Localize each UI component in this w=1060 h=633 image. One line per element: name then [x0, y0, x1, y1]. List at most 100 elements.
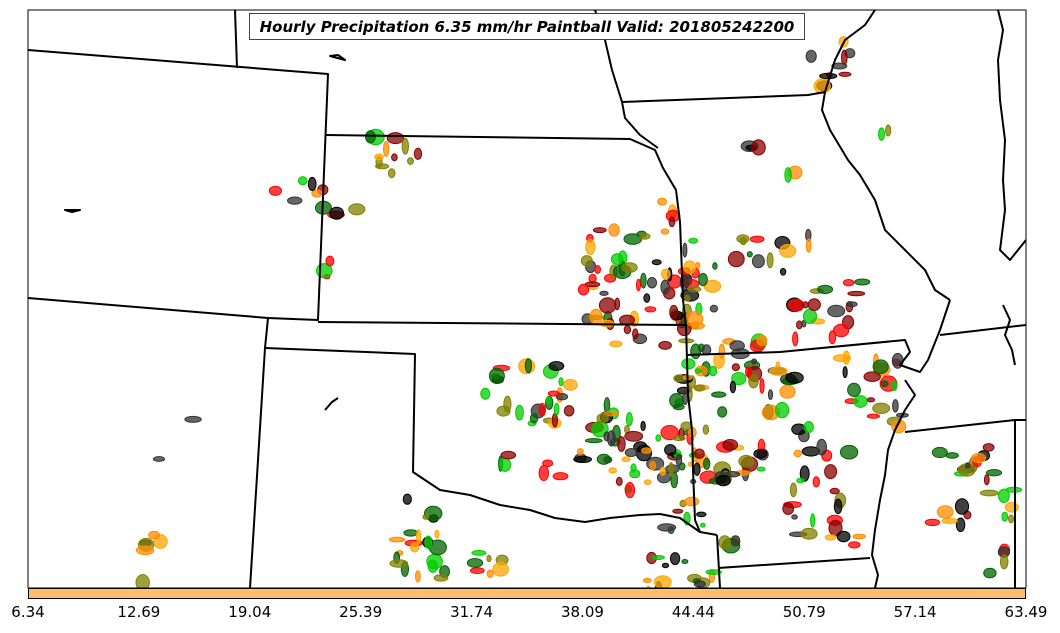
precip-blob: [699, 522, 706, 528]
precip-blob: [391, 153, 398, 162]
precip-blob: [709, 304, 719, 313]
precip-blob: [767, 389, 774, 400]
precip-blob: [924, 518, 941, 527]
precip-blob: [409, 542, 420, 553]
precip-blob: [669, 304, 679, 320]
precip-blob: [496, 405, 511, 417]
precip-blob: [660, 279, 670, 295]
precip-blob: [872, 359, 889, 375]
precip-blob: [802, 301, 809, 309]
precip-blob: [653, 575, 672, 588]
precip-blob: [592, 227, 607, 234]
precip-blob: [383, 140, 390, 158]
precip-blob: [644, 306, 657, 313]
precip-blob: [639, 232, 651, 240]
precip-blob: [1005, 486, 1023, 493]
precip-blob: [985, 469, 1003, 477]
precip-blob: [152, 456, 166, 462]
precip-blob: [480, 387, 491, 400]
colorbar-tick-label: 38.09: [560, 603, 604, 621]
precip-blob: [694, 368, 702, 374]
precip-blob: [748, 374, 759, 389]
precip-blob: [791, 514, 798, 520]
colorbar-tick-label: 44.44: [671, 603, 715, 621]
precip-blob: [386, 132, 405, 145]
precip-blob: [718, 343, 726, 359]
precip-blob: [585, 239, 596, 255]
precip-blob: [696, 511, 707, 518]
precip-blob: [389, 559, 409, 568]
precip-blob: [558, 377, 564, 387]
precip-blob: [694, 448, 705, 459]
precip-blob: [1004, 502, 1019, 513]
precip-blob: [415, 570, 421, 583]
precip-blob: [416, 529, 422, 544]
precip-blob: [640, 420, 646, 432]
precip-blob: [649, 460, 657, 471]
precip-blob: [658, 340, 672, 350]
precip-blob: [841, 49, 848, 66]
precip-blob: [657, 197, 668, 206]
precip-blob: [387, 168, 396, 179]
precip-blob: [608, 223, 620, 237]
precip-blob: [643, 479, 652, 486]
precip-blob: [576, 448, 584, 456]
precip-blob: [610, 253, 624, 266]
precipitation-blobs: [135, 36, 1023, 588]
illinois-border: [821, 91, 951, 301]
precip-blob: [655, 434, 662, 442]
precip-blob: [687, 286, 702, 293]
precip-blob: [135, 574, 150, 588]
precip-blob: [885, 124, 892, 137]
precip-blob: [853, 395, 868, 408]
precip-blob: [724, 471, 741, 478]
precip-blob: [756, 334, 768, 347]
colorbar: [28, 588, 1026, 599]
precip-blob: [466, 558, 484, 568]
precip-blob: [847, 290, 866, 297]
precip-blob: [573, 455, 592, 463]
precip-blob: [805, 49, 817, 63]
precip-blob: [1008, 514, 1015, 524]
precip-blob: [577, 283, 590, 296]
precip-blob: [711, 391, 727, 398]
precip-blob: [548, 361, 565, 371]
precip-blob: [746, 251, 753, 258]
precip-blob: [803, 421, 814, 433]
precip-blob: [538, 402, 546, 417]
precip-blob: [545, 396, 552, 405]
precip-blob: [802, 308, 818, 324]
precip-blob: [847, 382, 861, 397]
precip-blob: [584, 438, 603, 444]
precip-blob: [936, 505, 954, 519]
precip-blob: [329, 206, 345, 220]
precip-blob: [660, 425, 680, 441]
precip-blob: [365, 130, 376, 144]
precip-blob: [796, 477, 805, 484]
precip-blob: [623, 325, 632, 335]
precip-blob: [705, 569, 722, 575]
precip-blob: [500, 450, 517, 460]
precip-blob: [529, 413, 539, 424]
precip-blob: [594, 265, 602, 274]
precip-blob: [693, 384, 706, 392]
precip-blob: [348, 203, 366, 216]
precip-blob: [563, 378, 578, 391]
precip-blob: [403, 529, 419, 537]
colorado-border: [28, 49, 329, 321]
precip-blob: [753, 448, 768, 459]
precip-blob: [1001, 511, 1009, 522]
precip-blob: [779, 384, 796, 399]
precip-blob: [729, 380, 737, 394]
precip-blob: [325, 255, 335, 267]
precip-blob: [661, 562, 670, 569]
colorbar-tick-label: 6.34: [11, 603, 45, 621]
map-title: Hourly Precipitation 6.35 mm/hr Paintbal…: [249, 13, 805, 40]
precip-blob: [782, 502, 795, 515]
precip-blob: [388, 536, 406, 543]
precip-blob: [469, 567, 485, 574]
precip-blob: [682, 242, 688, 258]
precip-blob: [842, 279, 855, 287]
precip-blob: [793, 449, 802, 458]
precip-blob: [657, 523, 677, 532]
